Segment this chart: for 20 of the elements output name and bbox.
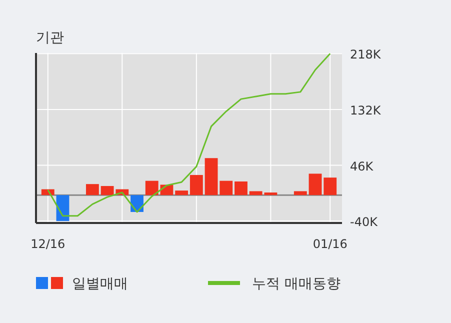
bar	[175, 190, 188, 196]
bar	[190, 174, 203, 196]
y-tick-label: -40K	[350, 215, 379, 230]
bar	[86, 184, 99, 196]
bar	[204, 158, 218, 196]
bar	[294, 191, 307, 196]
line-series	[47, 52, 331, 217]
bar	[324, 178, 337, 196]
bar	[220, 180, 233, 196]
y-tick-label: 218K	[350, 48, 382, 62]
y-tick-label: 46K	[350, 159, 374, 174]
legend-label: 일별매매	[72, 276, 128, 292]
bar	[234, 181, 248, 196]
bar	[145, 180, 158, 196]
y-tick-label: 132K	[350, 103, 382, 118]
legend-label: 누적 매매동향	[252, 276, 340, 292]
chart-title: 기관	[36, 30, 64, 46]
bar	[308, 174, 322, 196]
x-tick-label: 01/16	[312, 237, 348, 251]
x-tick-label: 12/16	[30, 237, 66, 251]
